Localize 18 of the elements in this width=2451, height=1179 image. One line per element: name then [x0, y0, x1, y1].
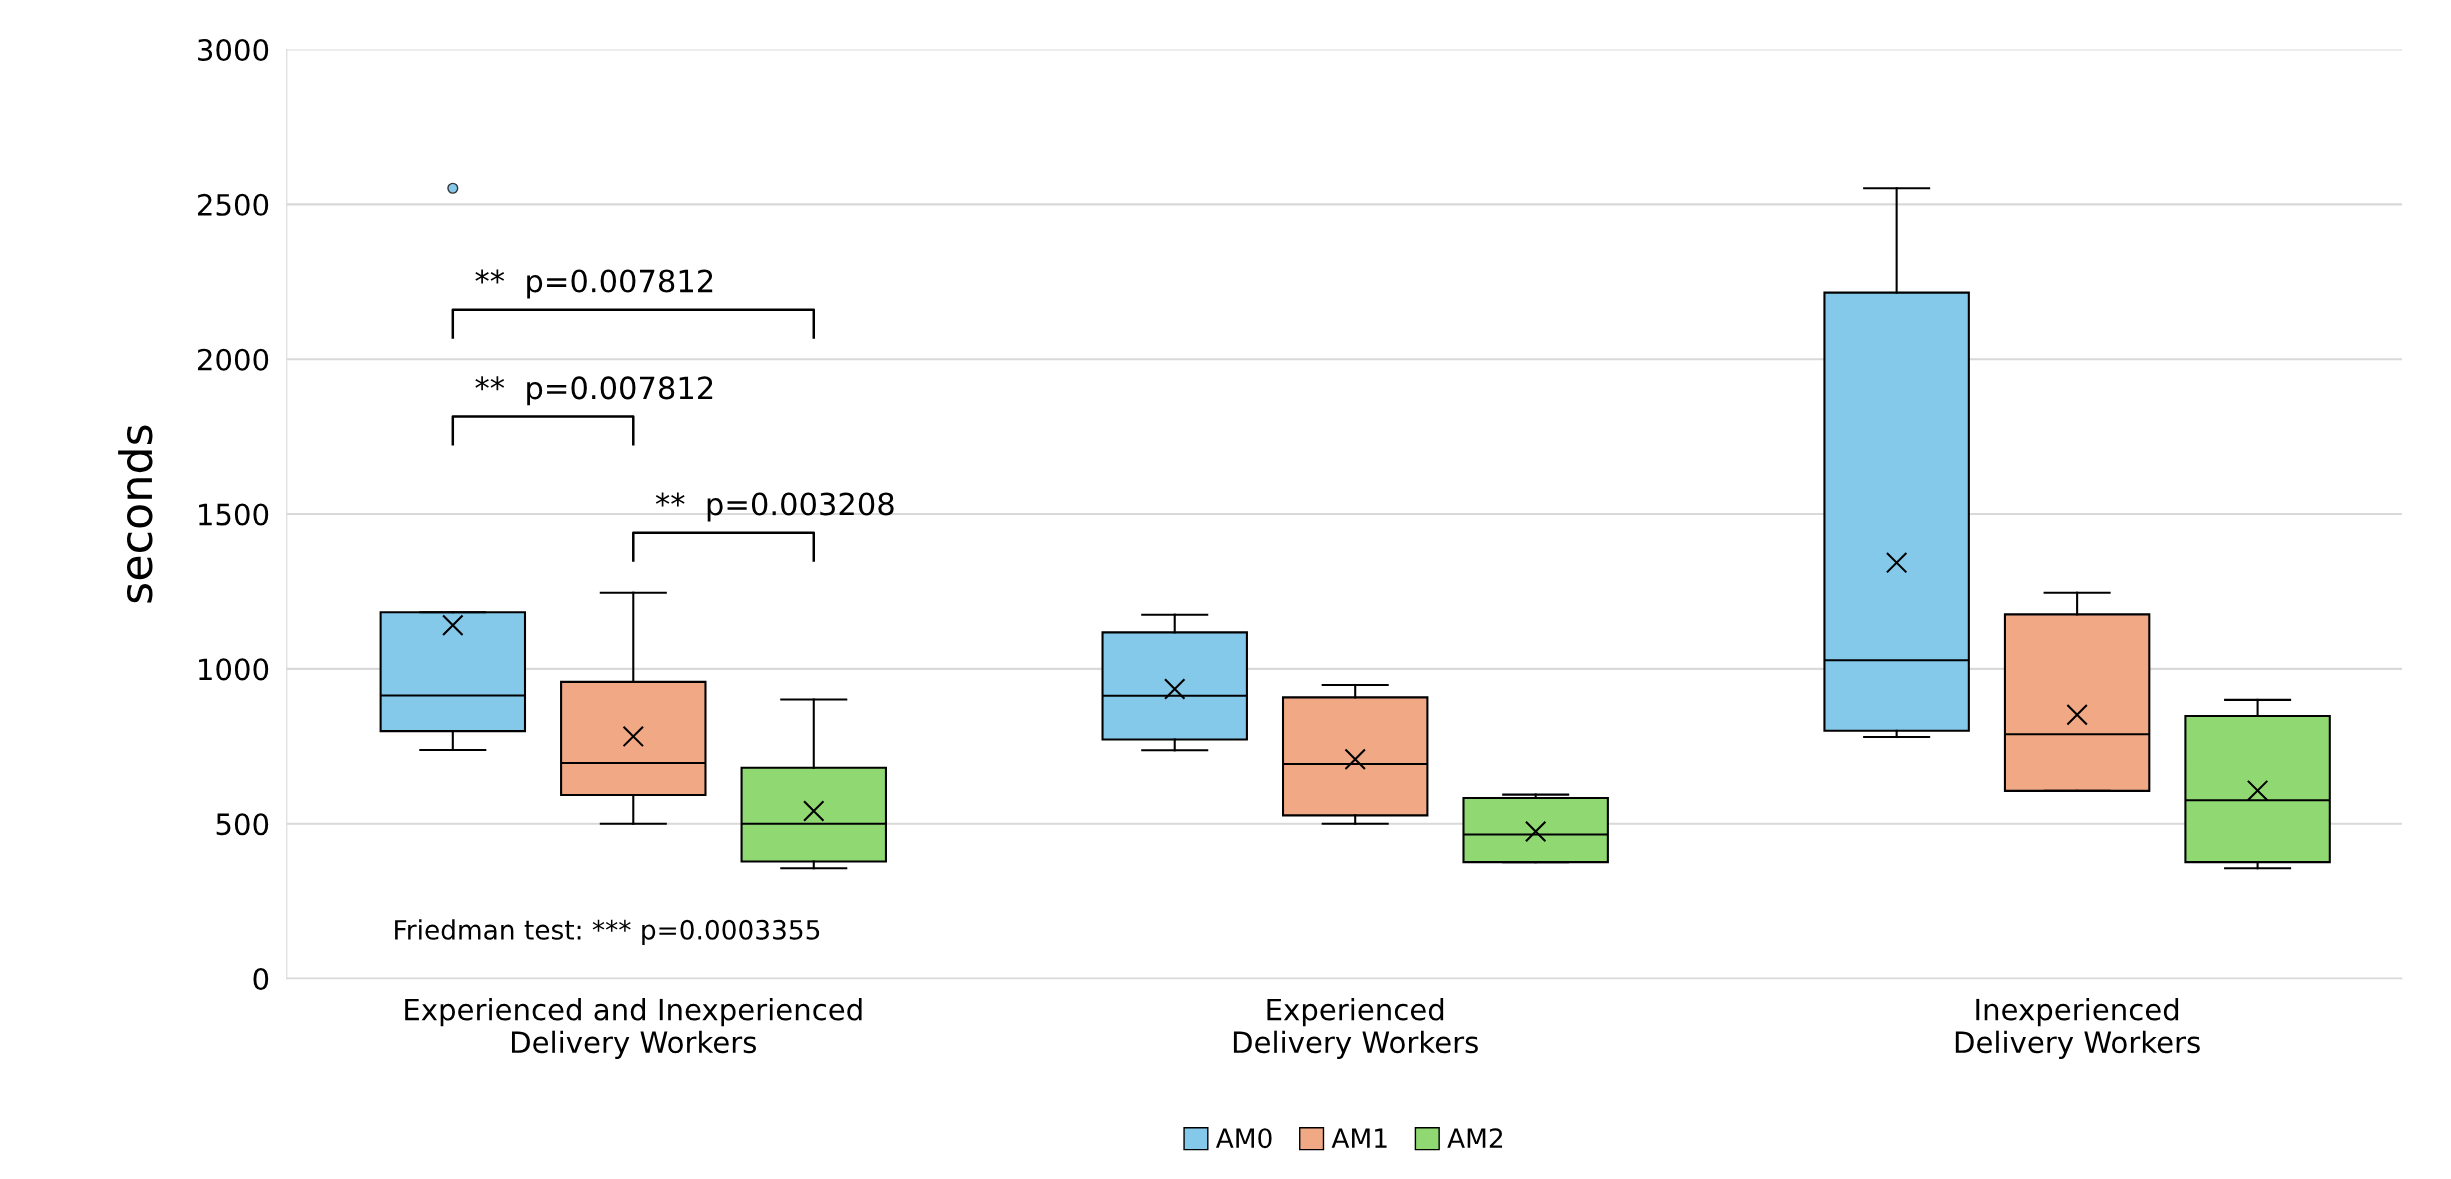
annotation: ** p=0.003208	[655, 492, 894, 522]
y-tick-label: 2000	[198, 348, 269, 371]
x-tick-label: Experienced Delivery Workers	[1233, 998, 1478, 1059]
annotation: ** p=0.007812	[475, 269, 713, 299]
y-axis-title: seconds	[118, 425, 153, 603]
annotation: Friedman test: *** p=0.0003355	[395, 919, 820, 945]
x-tick-label: Inexperienced Delivery Workers	[1955, 998, 2200, 1059]
x-tick-label: Experienced and Inexperienced Delivery Workers	[405, 998, 862, 1059]
annotation: ** p=0.007812	[475, 376, 713, 406]
legend-label: AM2	[1447, 1128, 1503, 1148]
legend-label: AM1	[1331, 1128, 1387, 1148]
y-tick-label: 0	[253, 968, 269, 991]
y-tick-label: 2500	[198, 193, 269, 216]
legend-label: AM0	[1215, 1128, 1272, 1149]
y-tick-label: 1500	[199, 503, 269, 526]
y-tick-label: 500	[216, 813, 269, 836]
y-tick-label: 1000	[199, 658, 269, 681]
y-tick-label: 3000	[198, 38, 269, 62]
